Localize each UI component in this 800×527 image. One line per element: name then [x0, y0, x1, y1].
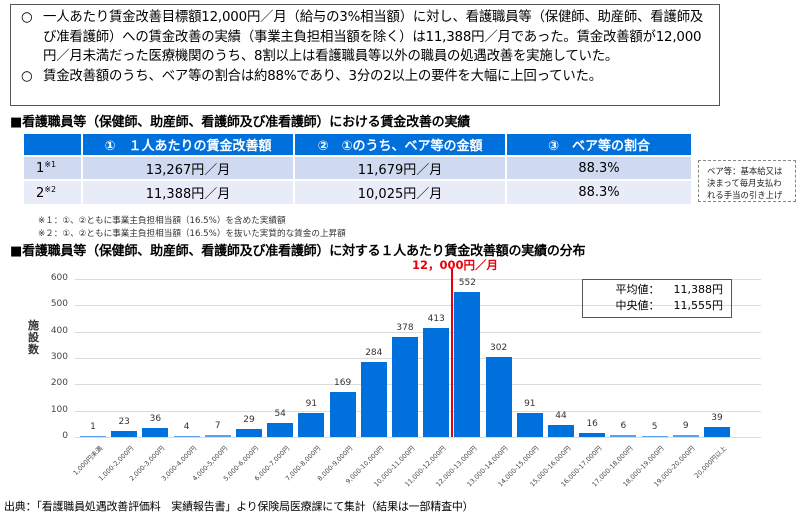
bar [173, 435, 200, 437]
chart-section-title: ■看護職員等（保健師、助産師、看護師及び准看護師）に対する１人あたり賃金改善額の… [10, 244, 586, 259]
header-cell-base-up-ratio: ③ ベア等の割合 [506, 134, 693, 156]
results-table: ① １人あたりの賃金改善額 ② ①のうち、ベア等の金額 ③ ベア等の割合 1※1… [24, 134, 693, 204]
source-citation: 出典：「看護職員処遇改善評価料 実績報告書」より保険局医療課にて集計（結果は一部… [4, 500, 474, 513]
bar-value-label: 91 [305, 399, 318, 410]
bar-value-label: 39 [711, 412, 723, 423]
header-cell-base-up-amount: ② ①のうち、ベア等の金額 [294, 134, 507, 156]
y-tick-label: 400 [50, 325, 68, 336]
bar [80, 436, 106, 437]
median-row: 中央値： 11,555円 [615, 299, 724, 312]
bar [610, 435, 637, 437]
table-cell: 11,388円／月 [82, 179, 295, 204]
bar [360, 362, 387, 437]
note-line: れる手当の引き上げ [707, 190, 783, 200]
summary-text: 賃金改善額のうち、ベア等の割合は約88%であり、3分の2以上の要件を大幅に上回っ… [43, 68, 602, 84]
target-label: 12，000円／月 [412, 258, 499, 272]
bar [267, 422, 294, 437]
bar-value-label: 23 [118, 416, 130, 427]
gridline [75, 410, 761, 412]
row-label: 2※2 [24, 179, 83, 204]
x-tick-label: 20,000円以上 [692, 444, 729, 480]
bar [236, 429, 262, 437]
y-tick-label: 0 [62, 431, 68, 441]
bar [485, 357, 512, 437]
bar [516, 413, 543, 437]
table-cell: 10,025円／月 [294, 179, 507, 204]
note-line: ベア等：基本給又は [707, 166, 783, 176]
gridline [75, 305, 761, 307]
bar [111, 430, 138, 437]
bar-value-label: 378 [396, 323, 414, 334]
bar-value-label: 413 [427, 314, 445, 325]
bar-value-label: 302 [490, 343, 508, 354]
bar-value-label: 91 [524, 399, 536, 410]
table-cell: 11,679円／月 [294, 155, 507, 180]
base-up-definition-note: ベア等：基本給又は 決まって毎月支払わ れる手当の引き上げ [698, 160, 796, 202]
table-cell: 13,267円／月 [82, 155, 295, 180]
note-line: 決まって毎月支払わ [707, 178, 782, 188]
bar-value-label: 36 [149, 413, 162, 424]
bar [548, 425, 574, 437]
bullet-icon: ○ [21, 10, 33, 25]
bar-value-label: 552 [458, 277, 476, 288]
bar-value-label: 284 [365, 348, 383, 359]
bar [704, 426, 730, 437]
bar-value-label: 4 [183, 421, 190, 432]
bar [641, 435, 668, 437]
bar-value-label: 9 [682, 420, 689, 431]
gridline [75, 437, 761, 438]
stats-box: 平均値： 11,388円 中央値： 11,555円 [582, 279, 732, 318]
mean-row: 平均値： 11,388円 [615, 283, 724, 296]
bar-value-label: 5 [651, 421, 658, 432]
bar [672, 434, 699, 437]
table-cell: 88.3% [506, 155, 693, 180]
bar [204, 435, 231, 437]
gridline [75, 331, 761, 333]
bar-value-label: 44 [555, 411, 567, 422]
bar-value-label: 54 [274, 408, 286, 419]
footnote-1: ※１：①、②ともに事業主負担相当額（16.5%）を含めた実績額 [38, 216, 286, 226]
bar [142, 427, 169, 437]
summary-line-2: ○ 賃金改善額のうち、ベア等の割合は約88%であり、3分の2以上の要件を大幅に上… [21, 67, 713, 87]
bar-value-label: 1 [90, 422, 96, 432]
bar [423, 328, 450, 437]
summary-line-1: ○ 一人あたり賃金改善目標額12,000円／月（給与の3%相当額）に対し、看護職… [21, 8, 713, 67]
gridline [75, 358, 761, 359]
distribution-bar-chart: 施設数 0 100 200 300 400 500 600 1 1,000円未満 23 1,000-… [0, 255, 800, 488]
table-section-title: ■看護職員等（保健師、助産師、看護師及び准看護師）における賃金改善の実績 [10, 115, 471, 130]
bar-value-label: 7 [214, 421, 221, 432]
header-cell-blank [24, 134, 83, 156]
table-cell: 88.3% [506, 179, 693, 204]
table-row: 2※2 11,388円／月 10,025円／月 88.3% [24, 179, 693, 204]
table-row: 1※1 13,267円／月 11,679円／月 88.3% [24, 155, 693, 180]
bar [579, 432, 606, 437]
bar [454, 291, 481, 437]
y-tick-label: 300 [50, 352, 68, 362]
y-tick-label: 200 [50, 378, 68, 389]
bar [298, 413, 325, 437]
y-axis-label: 施設数 [28, 319, 39, 356]
y-tick-label: 600 [50, 273, 68, 283]
bar [392, 337, 418, 437]
bar-value-label: 16 [586, 418, 598, 429]
table-header-row: ① １人あたりの賃金改善額 ② ①のうち、ベア等の金額 ③ ベア等の割合 [24, 134, 693, 156]
summary-box: ○ 一人あたり賃金改善目標額12,000円／月（給与の3%相当額）に対し、看護職… [10, 4, 720, 106]
gridline [75, 384, 761, 386]
bar-value-label: 6 [620, 421, 627, 432]
y-tick-label: 100 [50, 404, 68, 415]
gridline [75, 279, 761, 280]
target-12000-line [451, 269, 453, 437]
footnote-2: ※２：①、②ともに事業主負担相当額（16.5%）を抜いた実質的な賃金の上昇額 [38, 229, 346, 239]
summary-text: 一人あたり賃金改善目標額12,000円／月（給与の3%相当額）に対し、看護職員等… [43, 10, 704, 64]
bar-value-label: 29 [243, 415, 255, 426]
y-tick-label: 500 [50, 299, 68, 310]
header-cell-per-person: ① １人あたりの賃金改善額 [82, 134, 295, 156]
bar-value-label: 169 [334, 378, 352, 389]
bar [329, 392, 356, 437]
row-label: 1※1 [24, 155, 83, 180]
bullet-icon: ○ [21, 68, 33, 84]
